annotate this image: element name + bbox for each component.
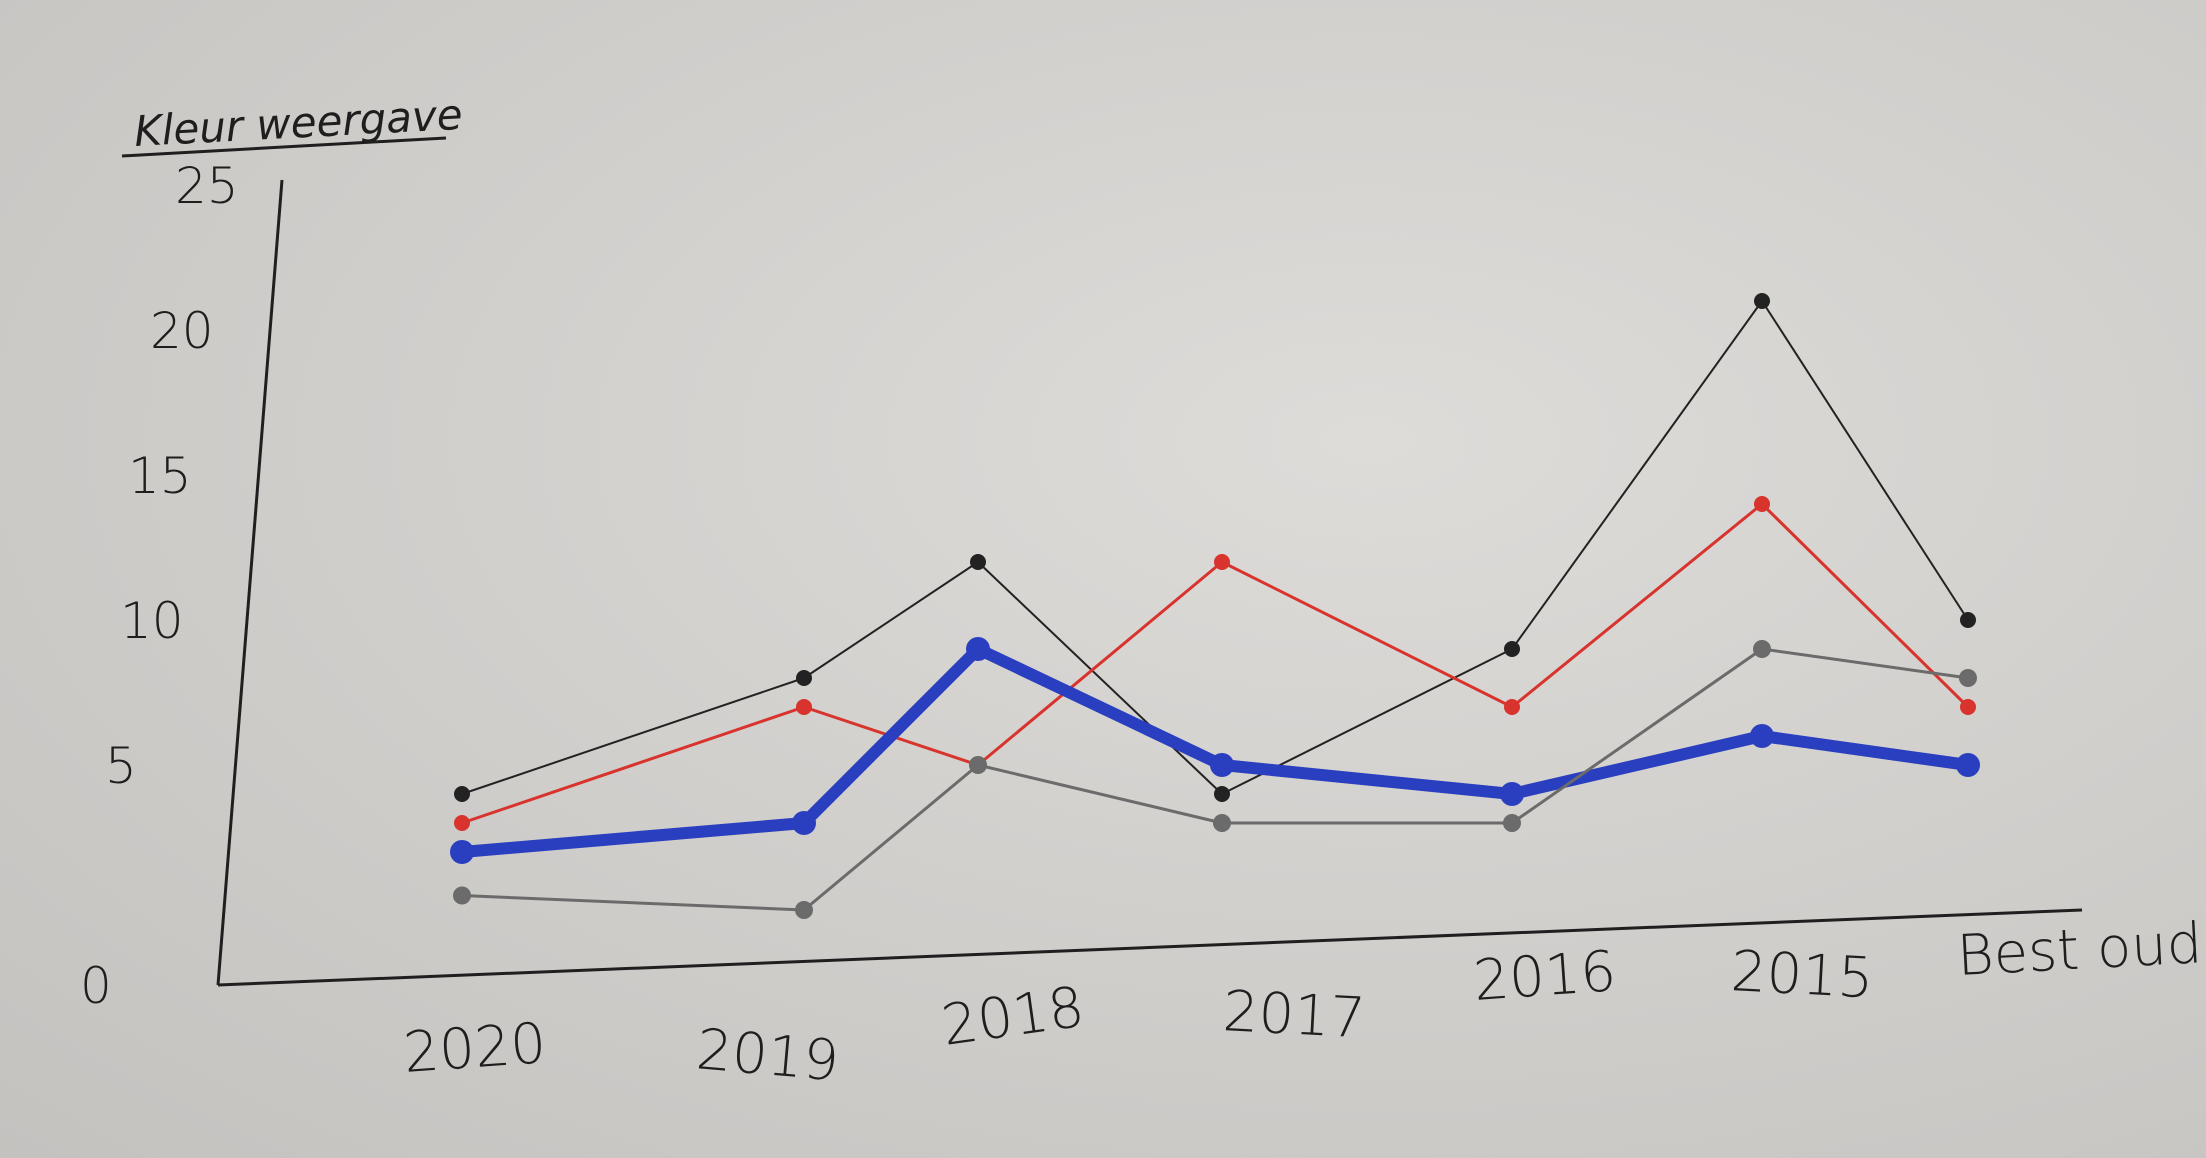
data-point bbox=[1500, 782, 1524, 806]
y-tick-label: 10 bbox=[120, 592, 184, 650]
x-tick-label: 2015 bbox=[1729, 939, 1875, 1011]
data-point bbox=[970, 554, 986, 570]
data-point bbox=[450, 840, 474, 864]
x-tick-label: Best oud bbox=[1955, 911, 2203, 989]
data-point bbox=[1214, 786, 1230, 802]
y-tick-label: 25 bbox=[175, 157, 239, 215]
x-tick-label: 2017 bbox=[1221, 979, 1367, 1051]
y-tick-label: 0 bbox=[80, 957, 112, 1015]
y-tick-label: 20 bbox=[150, 302, 214, 360]
series-line bbox=[460, 647, 1970, 912]
x-tick-label: 2018 bbox=[938, 975, 1088, 1059]
series-group bbox=[450, 293, 1980, 919]
series-line bbox=[461, 300, 1969, 795]
data-point bbox=[1754, 496, 1770, 512]
data-point bbox=[1956, 753, 1980, 777]
x-tick-label: 2019 bbox=[694, 1017, 842, 1094]
y-tick-label: 15 bbox=[128, 447, 192, 505]
data-point bbox=[1210, 753, 1234, 777]
x-tick-label: 2016 bbox=[1471, 939, 1618, 1014]
y-tick-label: 5 bbox=[105, 737, 137, 795]
y-axis-title: Kleur weergave bbox=[133, 90, 464, 156]
data-point bbox=[792, 811, 816, 835]
x-tick-labels: 2020 2019 2018 2017 2016 2015 Best oud bbox=[401, 911, 2203, 1094]
data-point bbox=[1960, 612, 1976, 628]
data-point bbox=[1504, 699, 1520, 715]
y-tick-labels: 0 5 10 15 20 25 bbox=[80, 157, 239, 1015]
data-point bbox=[1753, 640, 1771, 658]
data-point bbox=[796, 699, 812, 715]
data-point bbox=[1959, 669, 1977, 687]
data-point bbox=[453, 886, 471, 905]
data-point bbox=[454, 815, 470, 831]
data-point bbox=[796, 670, 812, 686]
data-point bbox=[969, 756, 987, 774]
data-point bbox=[1754, 293, 1770, 309]
data-point bbox=[966, 637, 990, 661]
data-point bbox=[795, 901, 813, 919]
data-point bbox=[1960, 699, 1976, 715]
data-point bbox=[1504, 641, 1520, 657]
x-tick-label: 2020 bbox=[401, 1011, 548, 1086]
data-point bbox=[1750, 724, 1774, 748]
data-point bbox=[1214, 554, 1230, 570]
data-point bbox=[1503, 814, 1521, 832]
x-axis-line bbox=[217, 908, 2083, 987]
data-point bbox=[454, 786, 470, 802]
y-axis-line bbox=[216, 179, 284, 986]
y-axis-title-underline bbox=[121, 136, 447, 158]
data-point bbox=[1213, 814, 1231, 832]
